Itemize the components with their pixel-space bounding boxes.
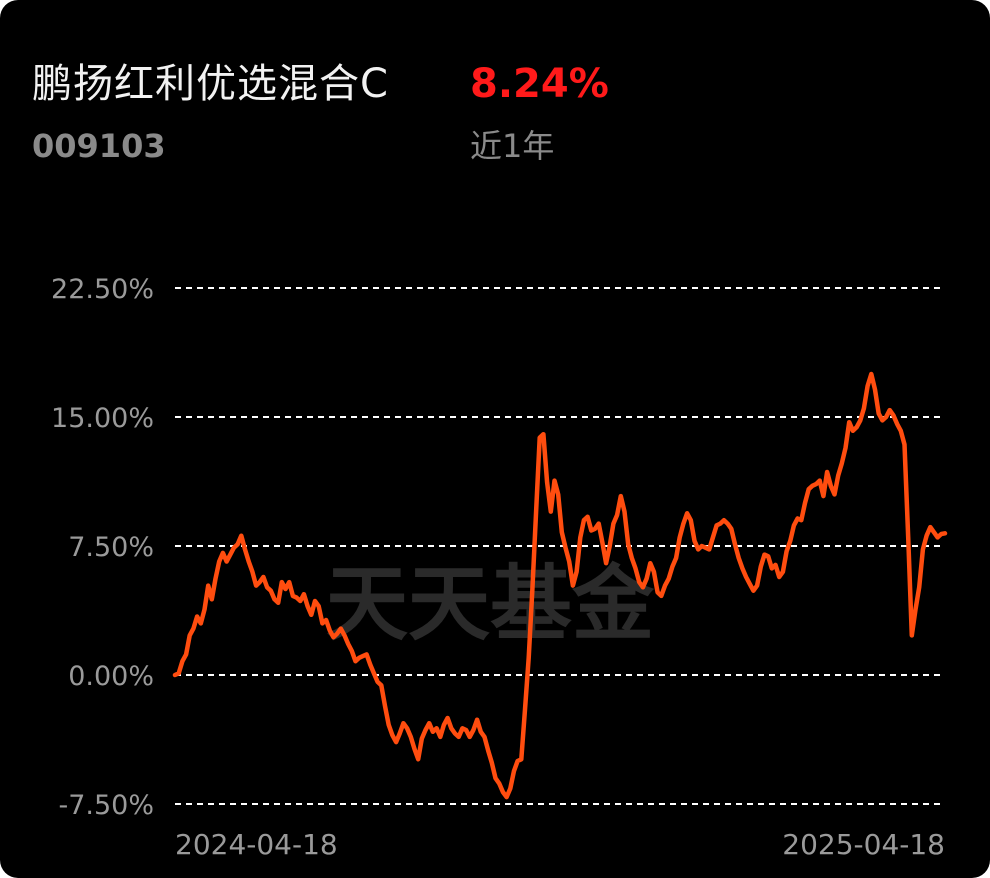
series-line bbox=[172, 371, 948, 800]
y-tick-label: -7.50% bbox=[58, 790, 154, 821]
watermark-text: 天天基金 bbox=[326, 556, 655, 652]
period-label[interactable]: 近1年 bbox=[470, 127, 555, 165]
x-axis-ticks: 2024-04-18 2025-04-18 bbox=[175, 828, 945, 861]
y-tick-label: 0.00% bbox=[68, 661, 154, 692]
y-tick-label: 22.50% bbox=[51, 274, 154, 305]
fund-return-value: 8.24% bbox=[470, 61, 609, 107]
x-tick-label: 2025-04-18 bbox=[782, 828, 945, 861]
fund-code: 009103 bbox=[32, 127, 166, 165]
y-axis-ticks: 22.50% 15.00% 7.50% 0.00% -7.50% bbox=[51, 274, 154, 821]
grid-lines bbox=[175, 287, 945, 805]
y-tick-label: 15.00% bbox=[51, 403, 154, 434]
y-tick-label: 7.50% bbox=[68, 532, 154, 563]
fund-name: 鹏扬红利优选混合C bbox=[32, 61, 389, 107]
x-tick-label: 2024-04-18 bbox=[175, 828, 338, 861]
